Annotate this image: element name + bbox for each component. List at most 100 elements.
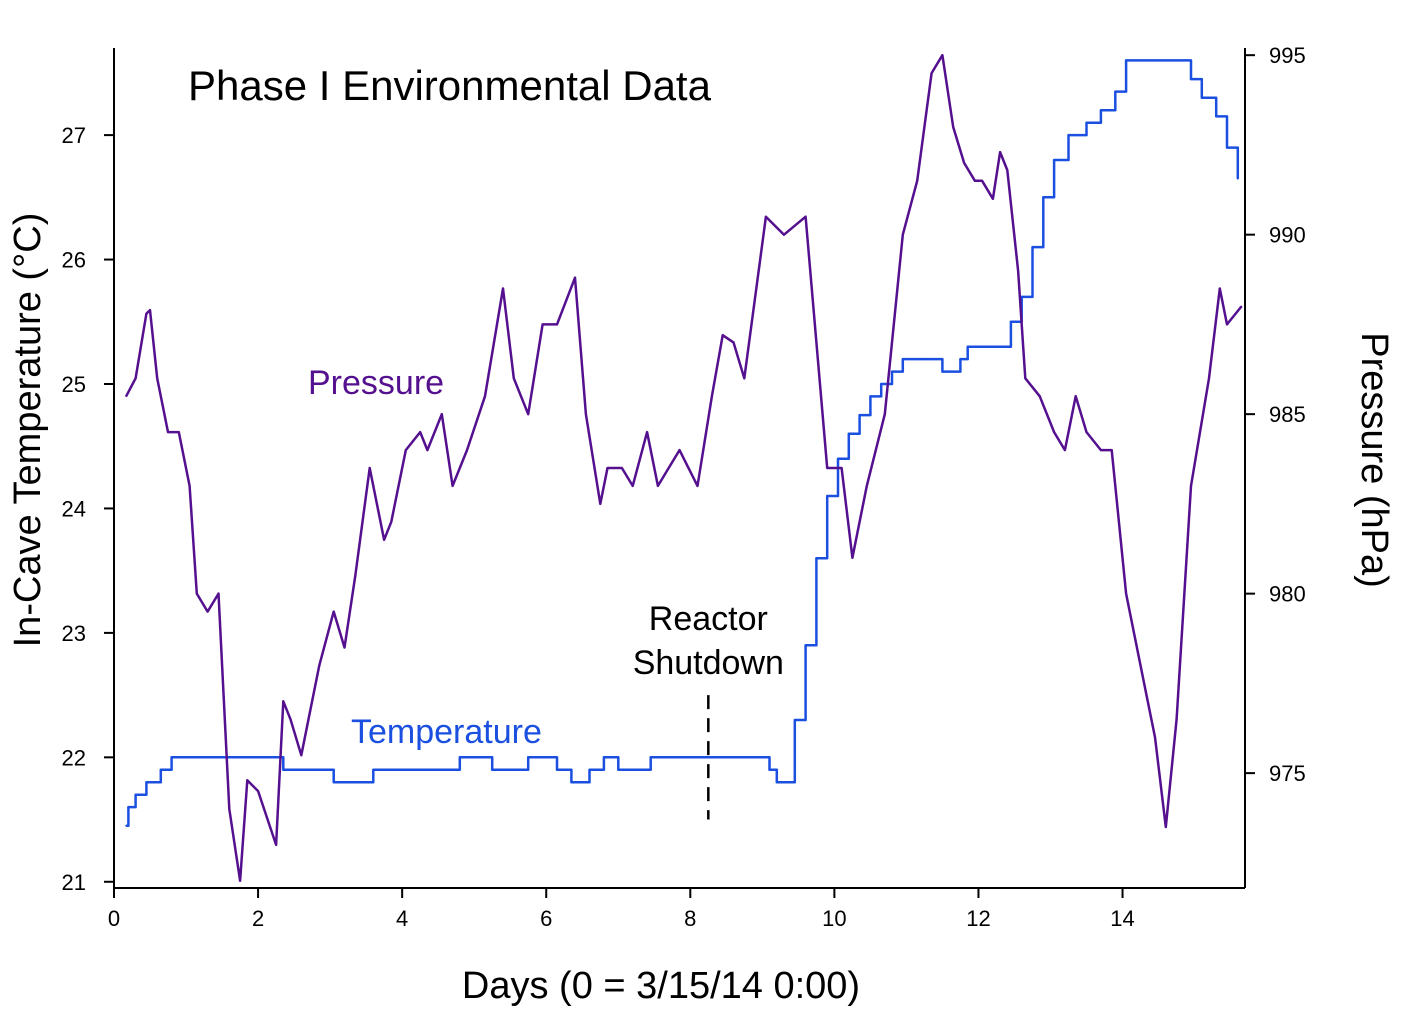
pressure-data-point — [840, 467, 843, 469]
temperature-data-point — [1143, 59, 1145, 62]
temperature-data-point — [765, 756, 767, 759]
pressure-data-point — [484, 395, 486, 398]
temperature-data-point — [880, 383, 883, 385]
pressure-data-point — [307, 718, 310, 721]
pressure-data-point — [865, 485, 868, 487]
pressure-data-point — [1053, 431, 1055, 433]
temperature-data-point — [837, 457, 839, 460]
temperature-data-point — [1114, 90, 1117, 93]
temperature-data-point — [1010, 320, 1012, 323]
series-layer — [125, 53, 1243, 883]
pressure-data-point — [1154, 736, 1156, 739]
pressure-data-point — [711, 395, 713, 398]
pressure-data-point — [1038, 395, 1041, 398]
right-tick-label: 980 — [1269, 582, 1306, 607]
right-tick-label: 995 — [1269, 43, 1306, 68]
axes — [113, 48, 1246, 889]
pressure-data-point — [239, 879, 242, 882]
temperature-data-point — [923, 358, 926, 360]
temperature-data-point — [649, 756, 652, 759]
pressure-data-point — [275, 844, 277, 846]
pressure-data-point — [783, 233, 785, 236]
reactor-shutdown-label: Reactor — [649, 600, 768, 638]
temperature-data-point — [170, 756, 173, 759]
temperature-data-point — [372, 768, 375, 771]
pressure-data-point — [206, 610, 209, 613]
temperature-data-point — [566, 768, 569, 771]
temperature-data-point — [959, 358, 962, 360]
pressure-data-point — [1006, 169, 1009, 172]
temperature-data-point — [1125, 59, 1127, 62]
right-tick-label: 975 — [1269, 761, 1306, 786]
temperature-data-point — [125, 824, 128, 827]
x-axis-title: Days (0 = 3/15/14 0:00) — [462, 965, 860, 1007]
temperature-data-point — [1031, 246, 1034, 249]
pressure-data-point — [440, 413, 443, 416]
pressure-data-point — [217, 592, 220, 595]
right-axis-title: Pressure (hPa) — [1353, 332, 1395, 588]
pressure-data-point — [815, 341, 818, 344]
x-tick-label: 12 — [966, 906, 990, 931]
right-tick-label: 985 — [1269, 402, 1306, 427]
pressure-data-point — [999, 151, 1001, 154]
pressure-data-point — [574, 276, 576, 279]
pressure-data-point — [383, 538, 385, 541]
temperature-data-point — [585, 781, 587, 784]
temperature-data-point — [570, 781, 573, 784]
pressure-data-point — [1164, 826, 1167, 828]
temperature-data-point — [815, 557, 818, 560]
pressure-data-point — [541, 323, 544, 326]
temperature-data-point — [332, 781, 335, 784]
pressure-data-point — [646, 431, 648, 433]
temperature-series-label: Temperature — [351, 713, 542, 751]
x-tick-label: 6 — [540, 906, 552, 931]
pressure-data-point — [188, 485, 191, 487]
left-tick-label: 23 — [62, 621, 86, 646]
pressure-data-point — [974, 179, 976, 182]
pressure-data-point — [289, 718, 292, 721]
left-tick-label: 25 — [62, 372, 86, 397]
pressure-data-point — [300, 754, 303, 757]
temperature-data-point — [588, 768, 591, 771]
x-tick-label: 10 — [822, 906, 846, 931]
x-tick-label: 2 — [252, 906, 264, 931]
temperature-data-point — [145, 781, 148, 784]
temperature-data-point — [1067, 134, 1070, 137]
temperature-data-point — [775, 781, 778, 784]
pressure-data-point — [343, 646, 346, 649]
pressure-data-point — [134, 377, 137, 380]
temperature-data-point — [491, 768, 494, 771]
pressure-data-point — [451, 485, 454, 487]
temperature-data-point — [869, 395, 872, 398]
pressure-data-point — [419, 431, 422, 433]
temperature-data-point — [1053, 159, 1055, 161]
pressure-data-point — [512, 377, 515, 380]
pressure-data-point — [195, 592, 198, 595]
temperature-data-point — [458, 756, 461, 759]
temperature-data-point — [127, 806, 130, 808]
left-tick-label: 21 — [62, 870, 86, 895]
pressure-data-point — [732, 341, 735, 344]
temperature-data-point — [599, 768, 602, 771]
pressure-data-point — [1085, 431, 1088, 433]
pressure-series-label: Pressure — [308, 364, 444, 402]
pressure-data-point — [1240, 305, 1243, 308]
temperature-data-point — [768, 768, 771, 771]
pressure-data-point — [257, 790, 259, 792]
temperature-data-point — [1179, 59, 1182, 62]
temperature-data-point — [1157, 59, 1160, 62]
pressure-data-point — [743, 377, 746, 380]
x-tick-label: 14 — [1110, 906, 1134, 931]
chart-title: Phase I Environmental Data — [188, 62, 712, 109]
pressure-data-point — [930, 72, 933, 74]
pressure-data-point — [606, 467, 609, 469]
pressure-data-point — [404, 449, 407, 451]
temperature-data-point — [786, 781, 789, 784]
temperature-data-point — [858, 414, 861, 416]
pressure-data-point — [826, 467, 829, 469]
temperature-data-point — [826, 495, 829, 497]
pressure-data-point — [1110, 449, 1113, 451]
pressure-data-point — [332, 610, 335, 613]
pressure-data-point — [804, 215, 807, 218]
